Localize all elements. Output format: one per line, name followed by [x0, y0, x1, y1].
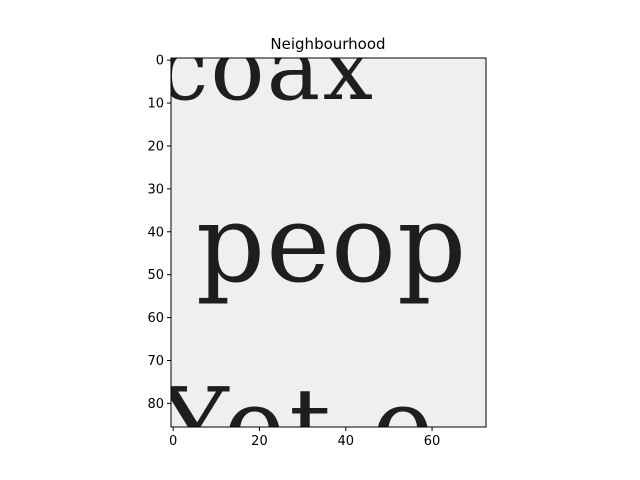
y-tick-label: 40 — [147, 225, 164, 240]
y-tick-label: 20 — [147, 139, 164, 154]
axes-frame — [170, 57, 487, 428]
chart-title: Neighbourhood — [270, 35, 385, 53]
text-line-peop: peop — [196, 182, 467, 307]
y-tick-label: 10 — [147, 97, 164, 112]
x-axis: 0 20 40 60 — [169, 427, 440, 449]
y-tick-label: 60 — [147, 311, 164, 326]
y-tick-label: 50 — [147, 268, 164, 283]
y-tick-label: 80 — [147, 397, 164, 412]
text-line-yet: Yet e — [158, 365, 438, 480]
text-line-coax: coax — [158, 16, 375, 121]
y-tick-label: 0 — [156, 54, 164, 69]
image-patch: coax peop Yet e — [158, 16, 486, 480]
x-tick-label: 40 — [337, 434, 354, 449]
y-tick-label: 70 — [147, 354, 164, 369]
paper-background — [171, 58, 486, 427]
x-tick-label: 60 — [424, 434, 441, 449]
x-tick-label: 20 — [251, 434, 268, 449]
y-tick-label: 30 — [147, 182, 164, 197]
y-axis: 0 10 20 30 40 50 60 70 80 — [147, 54, 171, 412]
x-tick-label: 0 — [169, 434, 177, 449]
